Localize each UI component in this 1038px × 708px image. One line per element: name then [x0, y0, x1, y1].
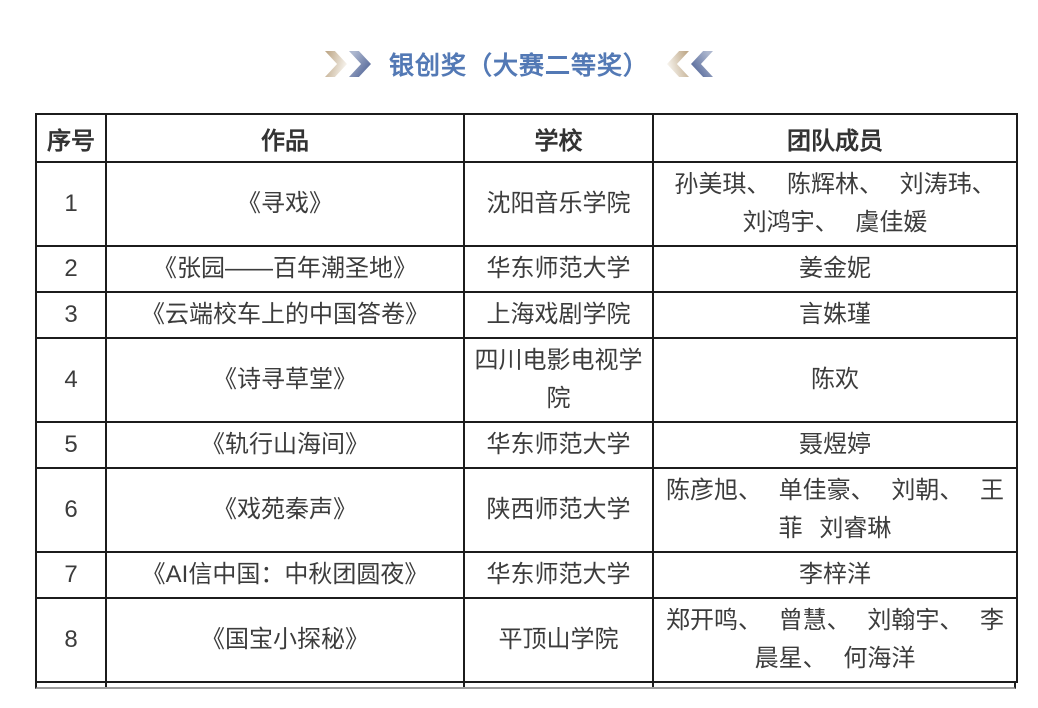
awards-table-container: 序号 作品 学校 团队成员 1 《寻戏》 沈阳音乐学院 孙美琪、 陈辉林、 刘涛玮、 … — [35, 113, 1018, 689]
column-divider-stub — [105, 683, 107, 687]
table-row: 3 《云端校车上的中国答卷》 上海戏剧学院 言姝瑾 — [35, 291, 1018, 339]
cell-work: 《张园——百年潮圣地》 — [105, 245, 465, 293]
cell-school: 上海戏剧学院 — [463, 291, 654, 339]
cell-team: 姜金妮 — [652, 245, 1018, 293]
cell-team: 李梓洋 — [652, 551, 1018, 599]
page-title: 银创奖（大赛二等奖） — [388, 52, 649, 80]
cell-team: 言姝瑾 — [652, 291, 1018, 339]
table-row: 8 《国宝小探秘》 平顶山学院 郑开鸣、 曾慧、 刘翰宇、 李晨星、 何海洋 — [35, 597, 1018, 683]
table-row: 5 《轨行山海间》 华东师范大学 聂煜婷 — [35, 421, 1018, 469]
cell-no: 3 — [35, 291, 107, 339]
column-header-no: 序号 — [35, 113, 107, 163]
column-header-team: 团队成员 — [652, 113, 1018, 163]
column-divider-stub — [652, 683, 654, 687]
cell-no: 1 — [35, 161, 107, 247]
table-row: 1 《寻戏》 沈阳音乐学院 孙美琪、 陈辉林、 刘涛玮、 刘鸿宇、 虞佳媛 — [35, 161, 1018, 247]
column-header-work: 作品 — [105, 113, 465, 163]
cell-work: 《云端校车上的中国答卷》 — [105, 291, 465, 339]
cell-work: 《轨行山海间》 — [105, 421, 465, 469]
cell-work: 《戏苑秦声》 — [105, 467, 465, 553]
double-chevron-left-icon — [667, 51, 713, 77]
cell-school: 平顶山学院 — [463, 597, 654, 683]
cell-no: 7 — [35, 551, 107, 599]
cell-team: 聂煜婷 — [652, 421, 1018, 469]
table-row: 6 《戏苑秦声》 陕西师范大学 陈彦旭、 单佳豪、 刘朝、 王菲 刘睿琳 — [35, 467, 1018, 553]
cell-team: 孙美琪、 陈辉林、 刘涛玮、 刘鸿宇、 虞佳媛 — [652, 161, 1018, 247]
cell-no: 6 — [35, 467, 107, 553]
cell-school: 华东师范大学 — [463, 551, 654, 599]
cell-school: 华东师范大学 — [463, 245, 654, 293]
table-row: 4 《诗寻草堂》 四川电影电视学院 陈欢 — [35, 337, 1018, 423]
chevron-blue-icon — [691, 51, 713, 77]
cell-school: 四川电影电视学院 — [463, 337, 654, 423]
cell-work: 《诗寻草堂》 — [105, 337, 465, 423]
table-row: 7 《AI信中国：中秋团圆夜》 华东师范大学 李梓洋 — [35, 551, 1018, 599]
cell-no: 8 — [35, 597, 107, 683]
chevron-tan-icon — [324, 51, 347, 77]
cell-no: 2 — [35, 245, 107, 293]
cell-team: 陈彦旭、 单佳豪、 刘朝、 王菲 刘睿琳 — [652, 467, 1018, 553]
cell-work: 《寻戏》 — [105, 161, 465, 247]
table-header-row: 序号 作品 学校 团队成员 — [35, 113, 1018, 163]
column-header-school: 学校 — [463, 113, 654, 163]
section-header: 银创奖（大赛二等奖） — [0, 46, 1038, 82]
column-divider-stub — [463, 683, 465, 687]
chevron-tan-icon — [667, 51, 689, 77]
cell-no: 5 — [35, 421, 107, 469]
cell-team: 陈欢 — [652, 337, 1018, 423]
clipped-partial-row — [35, 683, 1016, 689]
cell-work: 《国宝小探秘》 — [105, 597, 465, 683]
awards-table: 序号 作品 学校 团队成员 1 《寻戏》 沈阳音乐学院 孙美琪、 陈辉林、 刘涛玮、 … — [35, 113, 1018, 683]
cell-school: 华东师范大学 — [463, 421, 654, 469]
cell-team: 郑开鸣、 曾慧、 刘翰宇、 李晨星、 何海洋 — [652, 597, 1018, 683]
double-chevron-right-icon — [324, 51, 371, 77]
cell-school: 陕西师范大学 — [463, 467, 654, 553]
cell-work: 《AI信中国：中秋团圆夜》 — [105, 551, 465, 599]
table-row: 2 《张园——百年潮圣地》 华东师范大学 姜金妮 — [35, 245, 1018, 293]
cell-school: 沈阳音乐学院 — [463, 161, 654, 247]
cell-no: 4 — [35, 337, 107, 423]
chevron-blue-icon — [348, 51, 371, 77]
